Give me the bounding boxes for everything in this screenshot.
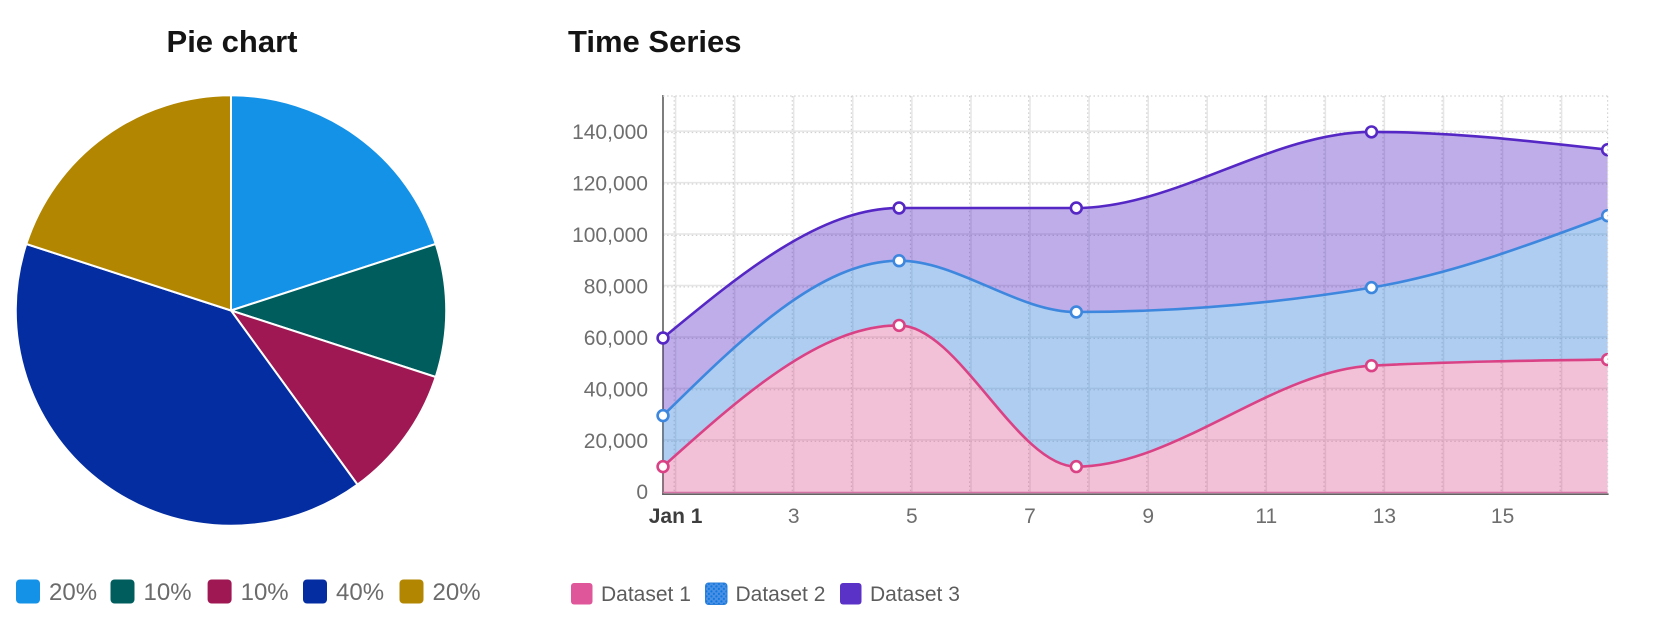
svg-text:20,000: 20,000 [584, 430, 648, 453]
svg-text:5: 5 [906, 505, 918, 528]
svg-text:0: 0 [636, 481, 648, 504]
svg-text:20%: 20% [49, 579, 97, 606]
svg-text:40%: 40% [336, 579, 384, 606]
svg-text:Time Series: Time Series [568, 24, 741, 59]
svg-text:80,000: 80,000 [584, 276, 648, 299]
svg-text:40,000: 40,000 [584, 378, 648, 401]
svg-text:10%: 10% [144, 579, 192, 606]
svg-text:3: 3 [788, 505, 800, 528]
svg-text:120,000: 120,000 [572, 173, 648, 196]
svg-text:Dataset 3: Dataset 3 [870, 583, 960, 606]
svg-text:60,000: 60,000 [584, 327, 648, 350]
svg-text:20%: 20% [433, 579, 481, 606]
svg-text:13: 13 [1373, 505, 1396, 528]
svg-text:9: 9 [1142, 505, 1154, 528]
svg-text:Jan 1: Jan 1 [649, 505, 703, 528]
svg-text:100,000: 100,000 [572, 224, 648, 247]
svg-text:Dataset 1: Dataset 1 [601, 583, 691, 606]
svg-text:Pie chart: Pie chart [167, 24, 298, 59]
svg-text:7: 7 [1024, 505, 1036, 528]
svg-text:15: 15 [1491, 505, 1514, 528]
svg-text:11: 11 [1255, 505, 1277, 528]
svg-text:10%: 10% [241, 579, 289, 606]
svg-text:140,000: 140,000 [572, 121, 648, 144]
svg-text:Dataset 2: Dataset 2 [736, 583, 826, 606]
